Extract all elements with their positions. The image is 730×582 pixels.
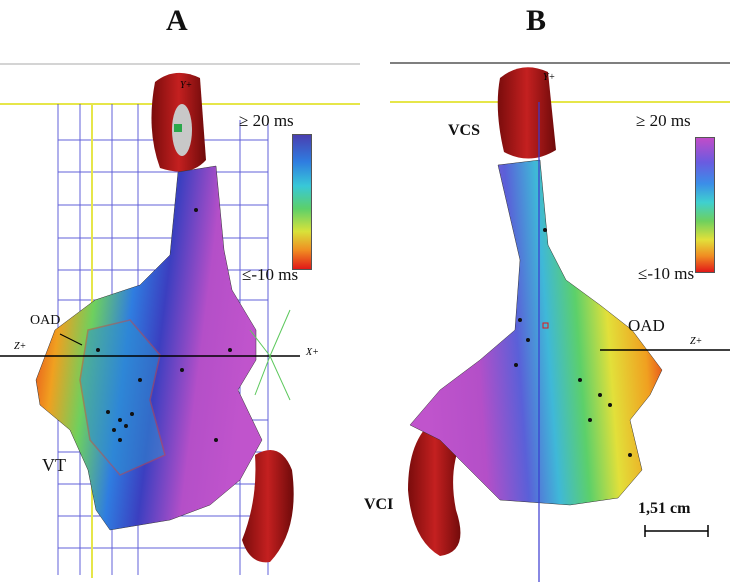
panel-b-vcs-vessel [497, 67, 556, 159]
panel-a-graphics [0, 63, 360, 578]
panel-a-x-axis-label: X+ [306, 347, 319, 358]
panel-a-scale-min: ≤-10 ms [242, 265, 299, 284]
panel-b-y-axis-label: Y+ [543, 72, 556, 83]
panel-b-graphics [390, 62, 730, 582]
panel-b-color-scale [695, 137, 715, 273]
panel-a-oad-label: OAD [30, 313, 61, 328]
panel-a-y-axis-label: Y+ [180, 80, 193, 91]
panel-b-scale-bar-label: 1,51 cm [638, 500, 691, 517]
panel-a-vt-label: VT [42, 455, 66, 475]
panel-b-points [514, 228, 632, 457]
panel-a-oad-pointer [59, 333, 83, 346]
panel-a-vci-vessel [242, 450, 294, 563]
panel-a-letter: A [166, 4, 188, 37]
panel-a-scar-region [79, 319, 166, 476]
panel-b-z-axis-label: Z+ [690, 336, 703, 347]
panel-b-vci-label: VCI [364, 496, 394, 513]
panel-b-scale-max: ≥ 20 ms [636, 111, 691, 130]
panel-a-points [96, 208, 232, 442]
panel-b-scale-bar [644, 525, 709, 537]
panel-b-oad-label: OAD [628, 316, 665, 335]
panel-b-letter: B [526, 4, 547, 37]
panel-a-scale-max: ≥ 20 ms [239, 111, 294, 130]
panel-b-atrium-map [409, 159, 663, 506]
panel-b-marker [542, 322, 549, 329]
panel-b-vcs-label: VCS [448, 122, 481, 139]
panel-b-scale-min: ≤-10 ms [638, 264, 695, 283]
panel-a-axis-gizmo [249, 309, 291, 401]
panel-a-color-scale [292, 134, 312, 270]
panel-a-marker [174, 124, 182, 132]
panel-a-z-axis-label: Z+ [14, 341, 27, 352]
panel-b-vci-vessel [408, 420, 462, 556]
